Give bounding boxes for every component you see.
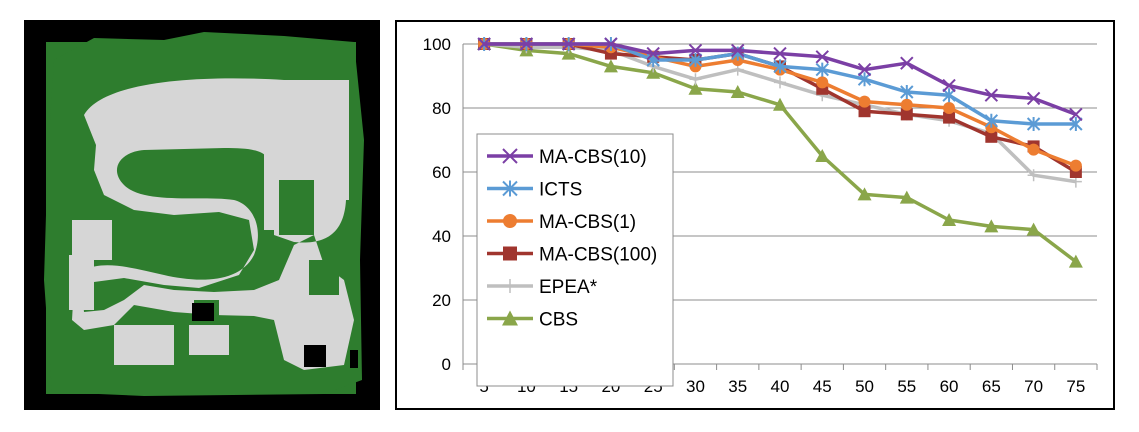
x-tick-label: 55 [897, 377, 916, 396]
data-point [984, 219, 999, 233]
y-tick-label: 100 [423, 35, 451, 54]
data-point [900, 98, 913, 111]
success-rate-chart: 0204060801005101520253035404550556065707… [395, 20, 1115, 410]
data-point [943, 111, 956, 124]
legend-marker [503, 246, 517, 261]
y-tick-label: 80 [432, 99, 451, 118]
data-point [1026, 222, 1041, 236]
data-point [899, 190, 914, 204]
data-point [773, 46, 787, 61]
x-tick-label: 45 [813, 377, 832, 396]
data-point [858, 95, 871, 108]
data-point [1027, 169, 1040, 182]
data-point [773, 97, 787, 111]
legend-marker [502, 180, 518, 197]
data-point [900, 108, 913, 121]
data-point [689, 73, 702, 86]
x-tick-label: 75 [1066, 377, 1085, 396]
x-tick-label: 60 [940, 377, 959, 396]
data-point [900, 56, 914, 70]
data-point [900, 85, 914, 99]
data-point [857, 72, 872, 87]
legend-label: ICTS [539, 180, 582, 201]
data-point [815, 62, 829, 77]
data-point [1069, 107, 1083, 122]
data-point [1069, 117, 1083, 131]
legend-marker [502, 148, 518, 164]
data-point [985, 130, 998, 143]
data-point [857, 62, 872, 77]
data-point [815, 50, 829, 64]
legend-marker [503, 279, 517, 293]
data-point [604, 37, 618, 51]
grid-map-image [24, 20, 380, 410]
data-point [731, 43, 745, 58]
data-point [1068, 254, 1083, 268]
data-point [984, 113, 999, 128]
legend-label: MA-CBS(100) [539, 245, 657, 266]
y-tick-label: 20 [432, 291, 451, 310]
data-point [858, 105, 871, 118]
legend-label: CBS [539, 310, 578, 331]
data-point [688, 81, 703, 95]
data-point [984, 88, 999, 102]
data-point [942, 78, 956, 93]
data-point [1026, 117, 1041, 131]
data-point [857, 187, 872, 201]
x-tick-label: 40 [771, 377, 790, 396]
legend-marker [503, 214, 517, 228]
data-point [1069, 159, 1082, 172]
data-point [519, 37, 534, 51]
data-point [688, 53, 703, 67]
legend-marker [502, 310, 518, 326]
x-tick-label: 30 [686, 377, 705, 396]
data-point [730, 85, 745, 98]
x-tick-label: 50 [855, 377, 874, 396]
data-point [815, 149, 830, 162]
y-tick-label: 0 [442, 355, 451, 374]
data-point [816, 76, 829, 89]
data-point [603, 59, 618, 73]
data-point [942, 88, 956, 103]
x-tick-label: 35 [728, 377, 747, 396]
data-point [1026, 91, 1041, 106]
legend-label: MA-CBS(1) [539, 212, 636, 233]
x-tick-label: 65 [982, 377, 1001, 396]
x-tick-label: 70 [1024, 377, 1043, 396]
legend-label: MA-CBS(10) [539, 147, 647, 168]
map-drawing [44, 32, 364, 396]
data-point [561, 37, 576, 51]
chart-svg: 0204060801005101520253035404550556065707… [423, 35, 1098, 396]
data-point [477, 37, 491, 51]
data-point [688, 43, 703, 58]
data-point [1027, 143, 1040, 156]
y-tick-label: 60 [432, 163, 451, 182]
data-point [943, 102, 956, 114]
data-point [773, 59, 787, 74]
y-tick-label: 40 [432, 227, 451, 246]
data-point [774, 76, 786, 89]
data-point [646, 46, 660, 61]
data-point [942, 213, 957, 226]
legend-label: EPEA* [539, 277, 598, 298]
